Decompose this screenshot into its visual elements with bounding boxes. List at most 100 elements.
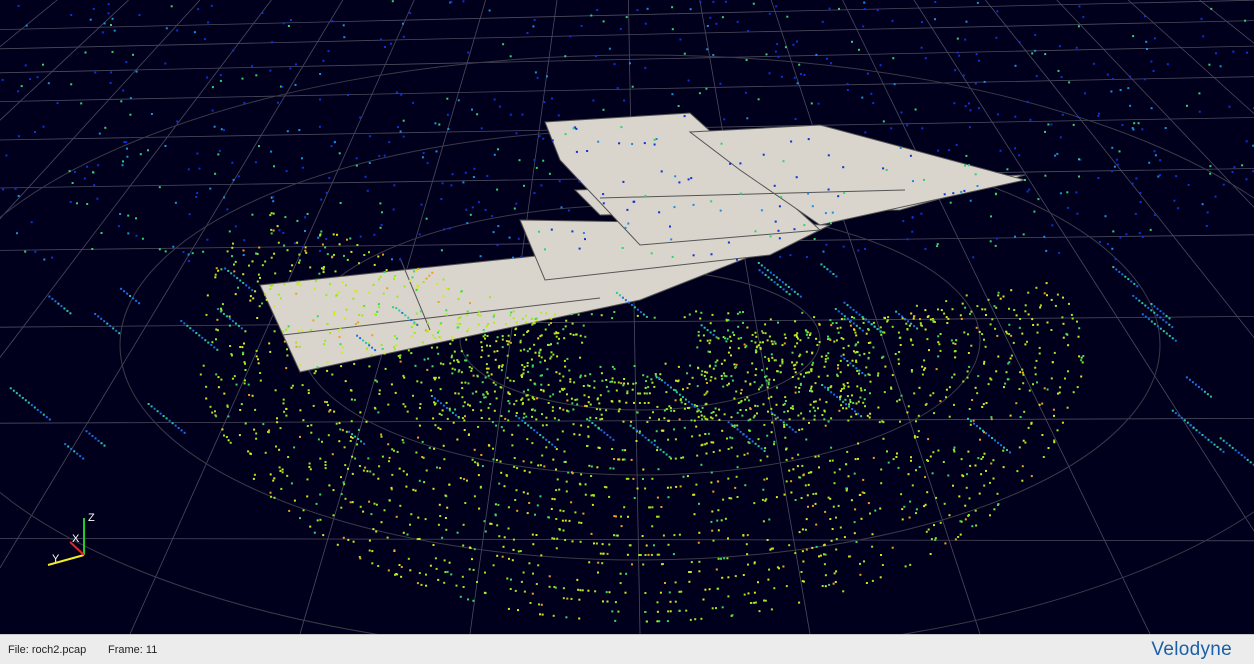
lidar-point (362, 469, 365, 472)
lidar-point (983, 431, 985, 434)
lidar-point (869, 412, 872, 415)
lidar-point (659, 373, 662, 376)
lidar-point (390, 383, 393, 386)
lidar-point (879, 330, 882, 333)
lidar-point (765, 53, 768, 56)
lidar-point (444, 517, 447, 519)
lidar-point (613, 515, 616, 518)
lidar-point (891, 374, 894, 377)
lidar-point (1013, 309, 1016, 311)
lidar-point (863, 1, 866, 4)
lidar-point (517, 609, 519, 612)
lidar-point (320, 198, 323, 201)
lidar-point (881, 356, 884, 359)
lidar-point (1014, 147, 1017, 150)
lidar-point (700, 311, 703, 314)
lidar-point (446, 288, 449, 290)
lidar-point (560, 206, 563, 209)
lidar-point (322, 268, 325, 271)
lidar-point (968, 497, 971, 500)
lidar-point (796, 82, 799, 85)
lidar-point (901, 508, 904, 511)
lidar-point (344, 497, 347, 500)
lidar-point (17, 4, 20, 7)
lidar-point (958, 54, 961, 57)
lidar-point (983, 484, 986, 487)
lidar-point (709, 339, 712, 342)
lidar-point (358, 313, 361, 316)
lidar-point (746, 117, 749, 120)
lidar-point (280, 85, 282, 88)
lidar-point (150, 113, 153, 115)
lidar-point (791, 457, 794, 460)
lidar-point (917, 430, 920, 433)
lidar-point (745, 409, 748, 411)
lidar-point (594, 424, 597, 427)
lidar-point (840, 312, 843, 315)
lidar-point (919, 318, 921, 321)
lidar-point (842, 590, 845, 593)
lidar-point (327, 404, 329, 407)
lidar-point (656, 496, 659, 499)
lidar-point (1028, 389, 1031, 392)
lidar-point (973, 422, 975, 425)
lidar-point (911, 216, 914, 219)
lidar-point (424, 329, 427, 332)
lidar-point (773, 340, 776, 343)
lidar-point (613, 458, 616, 460)
lidar-point (478, 507, 481, 510)
lidar-point (1015, 314, 1018, 317)
lidar-point (946, 322, 949, 324)
lidar-point (869, 341, 872, 344)
lidar-point (1177, 414, 1180, 417)
lidar-point (45, 416, 48, 419)
lidar-point (718, 408, 721, 411)
lidar-point (865, 366, 868, 369)
lidar-point (561, 519, 564, 522)
lidar-point (683, 115, 686, 118)
lidar-point (94, 437, 97, 440)
lidar-point (909, 563, 912, 566)
lidar-point (798, 387, 801, 389)
lidar-point (256, 280, 259, 283)
lidar-point (296, 241, 299, 244)
lidar-point (810, 368, 813, 371)
lidar-point (727, 595, 730, 598)
lidar-point (363, 442, 366, 445)
lidar-point (773, 184, 776, 187)
lidar-point (343, 483, 346, 486)
lidar-point (1121, 124, 1124, 126)
lidar-point (286, 130, 289, 133)
lidar-point (794, 345, 797, 348)
lidar-point (838, 409, 841, 412)
lidar-point (847, 475, 850, 478)
lidar-point (646, 421, 649, 423)
lidar-point (967, 333, 969, 336)
lidar-point (924, 403, 927, 406)
lidar-point (100, 317, 103, 320)
lidar-point (697, 334, 700, 337)
lidar-point (669, 610, 672, 613)
lidar-point (226, 404, 229, 407)
lidar-point (917, 414, 920, 417)
lidar-point (126, 147, 128, 150)
lidar-point (852, 322, 855, 325)
lidar-point (858, 372, 860, 375)
lidar-point (794, 371, 797, 374)
lidar-point (566, 357, 569, 360)
lidar-point (650, 252, 653, 255)
lidar-point (798, 476, 801, 479)
lidar-point (211, 86, 214, 89)
lidar-point (964, 518, 967, 521)
lidar-point (767, 578, 770, 581)
lidar-point (742, 574, 745, 576)
lidar-point (766, 386, 769, 389)
lidar-point (791, 428, 794, 431)
lidar-point (1029, 118, 1032, 121)
lidar-point (969, 423, 972, 426)
lidar-point (748, 442, 751, 445)
lidar-point (340, 476, 342, 479)
lidar-point (499, 460, 502, 463)
lidar-point (1162, 330, 1165, 333)
lidar-point (220, 268, 223, 271)
